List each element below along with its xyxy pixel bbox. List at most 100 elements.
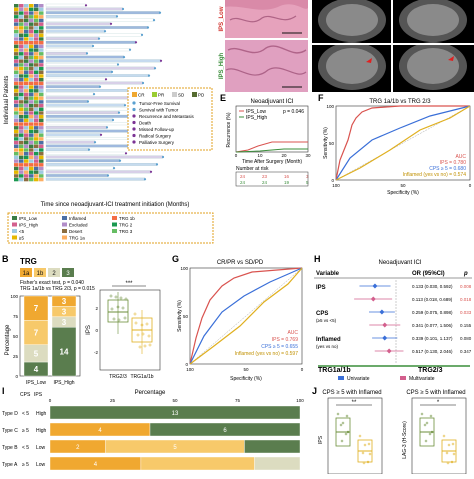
swimmer-bar	[45, 51, 88, 55]
hstack-label: 5	[173, 445, 177, 451]
heat-cell	[29, 41, 34, 45]
hstack-type: Type C	[2, 428, 18, 434]
heat-cell	[39, 70, 44, 74]
heat-cell	[39, 103, 44, 108]
heat-cell	[24, 103, 29, 108]
heat-cell	[14, 7, 19, 12]
heat-cell	[34, 170, 39, 174]
km-ylabel: Recurrence (%)	[226, 112, 232, 147]
panel-letter-b: B	[2, 254, 9, 264]
hstack-segment	[254, 456, 301, 471]
j-point	[424, 439, 428, 443]
heat-cell	[39, 144, 44, 148]
heat-cell	[19, 70, 24, 74]
swimmer-bar	[45, 111, 120, 115]
heat-cell	[19, 55, 24, 60]
heat-cell	[29, 52, 34, 56]
heat-cell	[19, 48, 24, 52]
heat-cell	[34, 96, 39, 100]
forest-p: 0.008	[460, 284, 472, 289]
heat-cell	[34, 126, 39, 130]
heat-cell	[24, 74, 29, 78]
heat-cell	[24, 174, 29, 178]
heat-cell	[24, 66, 29, 71]
box-point	[110, 307, 114, 311]
j-point	[447, 443, 451, 447]
roc-ytick: 100	[180, 266, 188, 271]
heat-cell	[24, 15, 29, 19]
roc-f-auc3: Inflamed (yes vs no) = 0.574	[403, 172, 466, 178]
heat-cell	[24, 111, 29, 115]
hstack-label: 4	[94, 462, 98, 468]
box-point	[140, 323, 144, 327]
heat-cell	[24, 144, 29, 148]
j-point	[452, 452, 456, 456]
heat-cell	[14, 152, 19, 156]
swimmer-event	[105, 126, 109, 129]
hstack-tick: 25	[110, 398, 116, 403]
legend-event-icon	[132, 133, 136, 138]
swimmer-event	[147, 74, 151, 77]
risk-high-value: 19	[284, 180, 290, 185]
stack-ylabel: Percentage	[5, 324, 11, 355]
heat-legend-swatch	[112, 216, 117, 220]
legend-status-label: CR	[138, 93, 145, 98]
heat-cell	[34, 144, 39, 148]
heat-cell	[14, 41, 19, 45]
j-point	[442, 434, 446, 438]
heat-cell	[34, 48, 39, 52]
j-point	[420, 412, 424, 416]
heat-cell	[29, 148, 34, 152]
swimmer-event	[140, 33, 144, 37]
swimmer-bar	[45, 81, 144, 85]
heat-cell	[24, 122, 29, 126]
heat-cell	[24, 59, 29, 63]
heat-cell	[34, 15, 39, 19]
stack-label: 4	[34, 365, 39, 374]
arrow-icon	[366, 58, 372, 63]
roc-g-auc1: IPS = 0.769	[272, 337, 298, 343]
heat-cell	[29, 137, 34, 141]
j-point	[340, 439, 344, 443]
roc-g-cps	[189, 267, 303, 365]
heat-cell	[39, 22, 44, 26]
roc-xtick: 100	[186, 367, 194, 372]
heat-cell	[39, 115, 44, 119]
legend-univariate-swatch	[338, 376, 344, 380]
j-point	[445, 451, 449, 455]
heat-cell	[39, 96, 44, 100]
trg-legend: 1a 1b 2 3	[20, 268, 74, 277]
swimmer-event	[141, 81, 145, 85]
forest-or: 0.133 (0.030, 0.592)	[412, 284, 453, 289]
panel-f: F TRG 1a/1b vs TRG 2/3 AUC IPS = 0.780 C…	[318, 93, 472, 196]
swimmer-bar	[45, 33, 143, 37]
heat-cell	[29, 133, 34, 137]
heat-legend-swatch	[112, 222, 117, 227]
swimmer-bar	[45, 26, 149, 29]
heat-cell	[14, 155, 19, 160]
heat-cell	[19, 118, 24, 123]
heat-cell	[19, 89, 24, 93]
hstack-tick: 50	[172, 398, 178, 403]
heat-cell	[19, 155, 24, 160]
heat-cell	[34, 29, 39, 34]
heat-cell	[14, 129, 19, 134]
heat-cell	[24, 137, 29, 141]
heat-cell	[29, 59, 34, 63]
heat-cell	[24, 78, 29, 82]
heat-cell	[29, 15, 34, 19]
swimmer-bar	[45, 11, 161, 15]
heat-cell	[39, 177, 44, 182]
risk-low-value: 24	[240, 174, 246, 179]
label-ips-high: IPS_High	[219, 52, 225, 79]
roc-ytick: 0	[185, 362, 188, 367]
heat-cell	[39, 59, 44, 63]
forest-variable: IPS	[316, 285, 326, 291]
heat-cell	[34, 66, 39, 71]
heat-cell	[24, 18, 29, 23]
heat-cell	[14, 140, 19, 145]
box-point	[138, 345, 142, 349]
box-point	[136, 333, 140, 337]
